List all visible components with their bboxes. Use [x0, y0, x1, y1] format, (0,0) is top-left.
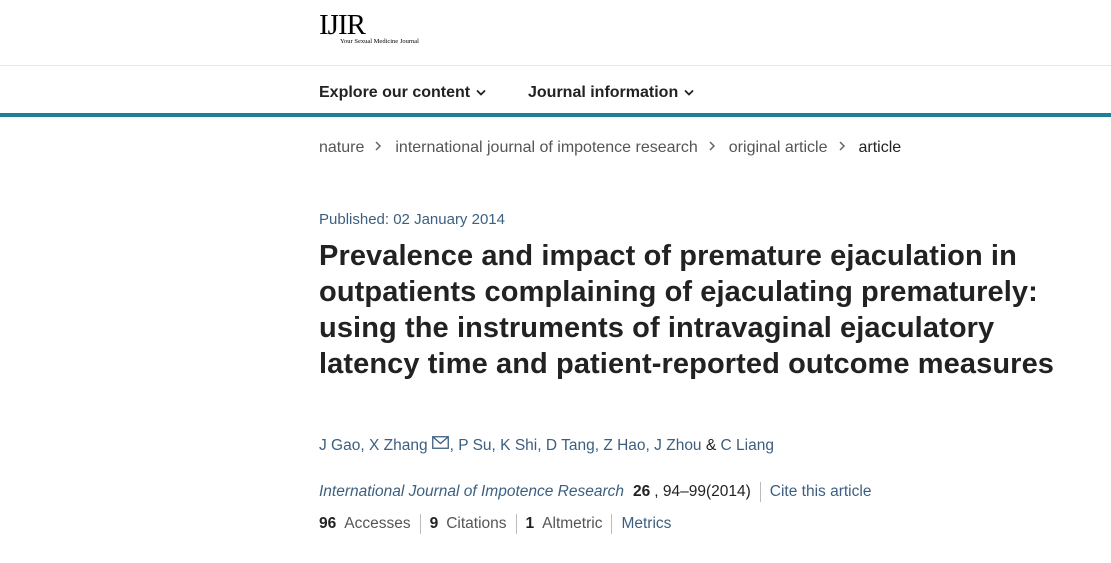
main-nav: Explore our content Journal information [0, 66, 1111, 117]
author-link[interactable]: Z Hao [603, 437, 646, 454]
breadcrumb-current: article [858, 139, 902, 156]
author-link[interactable]: K Shi [500, 437, 538, 454]
author-ampersand: & [705, 437, 717, 454]
article-title: Prevalence and impact of premature ejacu… [319, 240, 1055, 380]
author-separator: , [537, 437, 542, 454]
chevron-right-icon [838, 141, 845, 151]
chevron-down-icon [476, 90, 486, 96]
author-list: J Gao , X Zhang , P Su , K Shi , D Tang … [319, 435, 774, 455]
author-separator: , [449, 437, 454, 454]
author-link[interactable]: D Tang [545, 437, 595, 454]
altmetric-count: 1 [525, 515, 535, 532]
nav-journal-information[interactable]: Journal information [528, 84, 694, 102]
author-link[interactable]: P Su [458, 437, 492, 454]
logo-text: IJIR [319, 9, 366, 41]
breadcrumb-nature[interactable]: nature [319, 139, 365, 156]
page-range: , 94–99(2014) [654, 483, 751, 500]
journal-logo[interactable]: IJIR Your Sexual Medicine Journal [319, 9, 419, 45]
chevron-right-icon [375, 141, 382, 151]
nav-journal-label: Journal information [528, 84, 679, 101]
site-header: IJIR Your Sexual Medicine Journal [0, 0, 1111, 66]
nav-explore-content[interactable]: Explore our content [319, 84, 486, 102]
divider [611, 514, 613, 534]
divider [419, 514, 421, 534]
author-separator: , [594, 437, 600, 454]
nav-explore-label: Explore our content [319, 84, 471, 101]
volume-number: 26 [633, 483, 651, 500]
divider [759, 482, 761, 502]
breadcrumb-journal[interactable]: international journal of impotence resea… [395, 139, 698, 156]
author-separator: , [491, 437, 496, 454]
chevron-down-icon [684, 90, 694, 96]
breadcrumb-original-article[interactable]: original article [728, 139, 828, 156]
chevron-right-icon [709, 141, 715, 151]
article-metrics: 96 Accesses 9 Citations 1 Altmetric Metr… [319, 514, 671, 534]
citation-line: International Journal of Impotence Resea… [319, 482, 871, 502]
cite-this-article-link[interactable]: Cite this article [769, 483, 872, 500]
author-link[interactable]: X Zhang [368, 437, 428, 454]
citations-count: 9 [429, 515, 439, 532]
accesses-count: 96 [319, 515, 337, 532]
altmetric-label: Altmetric [542, 515, 603, 532]
logo-tagline: Your Sexual Medicine Journal [340, 38, 419, 45]
accesses-label: Accesses [344, 515, 411, 532]
author-separator: , [360, 437, 365, 454]
author-link[interactable]: C Liang [720, 437, 774, 454]
journal-name-link[interactable]: International Journal of Impotence Resea… [319, 483, 625, 500]
citations-label: Citations [446, 515, 507, 532]
mail-icon[interactable] [431, 435, 449, 449]
author-link[interactable]: J Zhou [654, 437, 702, 454]
breadcrumb: nature international journal of impotenc… [319, 139, 901, 157]
published-date: Published: 02 January 2014 [319, 211, 505, 228]
author-separator: , [645, 437, 650, 454]
divider [515, 514, 517, 534]
metrics-link[interactable]: Metrics [621, 515, 672, 532]
author-link[interactable]: J Gao [319, 437, 361, 454]
